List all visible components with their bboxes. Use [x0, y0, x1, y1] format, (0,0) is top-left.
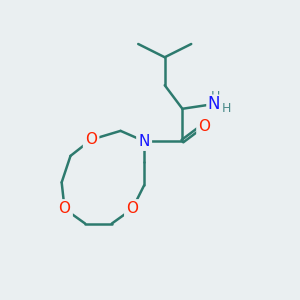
Text: H: H [221, 102, 231, 115]
Text: O: O [85, 132, 97, 147]
Text: O: O [126, 201, 138, 216]
Text: N: N [207, 95, 220, 113]
Text: H: H [211, 90, 220, 103]
Text: O: O [199, 119, 211, 134]
Text: N: N [138, 134, 150, 149]
Text: O: O [58, 201, 70, 216]
